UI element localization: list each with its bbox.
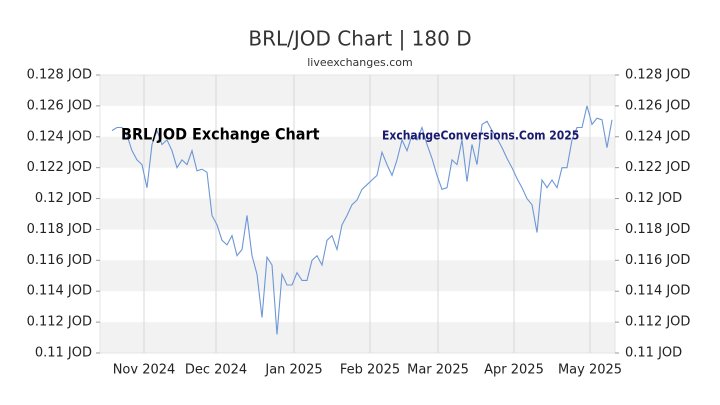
- plot-background: [99, 74, 616, 354]
- grid-band: [100, 198, 615, 230]
- grid-band: [100, 136, 615, 168]
- annotation: BRL/JOD Exchange Chart: [121, 125, 320, 144]
- y-tick-label: 0.124 JOD: [27, 129, 92, 144]
- y2-tick-label: 0.12 JOD: [625, 191, 682, 206]
- y-tick-label: 0.12 JOD: [35, 191, 92, 206]
- x-tick-label: Apr 2025: [484, 363, 544, 378]
- y-tick-label: 0.118 JOD: [27, 222, 92, 237]
- grid-band: [100, 75, 615, 106]
- price-line: [111, 105, 613, 335]
- y2-tick-label: 0.126 JOD: [625, 98, 690, 113]
- y2-tick-label: 0.11 JOD: [625, 346, 682, 361]
- y2-tick-label: 0.112 JOD: [625, 315, 690, 330]
- y2-tick-label: 0.114 JOD: [625, 284, 690, 299]
- chart-title: BRL/JOD Chart | 180 D: [248, 27, 471, 51]
- y-tick-label: 0.116 JOD: [27, 253, 92, 268]
- grid-band: [100, 260, 615, 292]
- y2-tick-label: 0.124 JOD: [625, 129, 690, 144]
- x-tick-label: Jan 2025: [264, 363, 322, 378]
- y-tick-label: 0.128 JOD: [27, 68, 92, 83]
- x-tick-label: May 2025: [558, 363, 622, 378]
- x-tick-label: Mar 2025: [407, 363, 469, 378]
- grid-band: [100, 322, 615, 353]
- y-tick-label: 0.114 JOD: [27, 284, 92, 299]
- chart-subtitle: liveexchanges.com: [307, 56, 412, 69]
- plot-frame: [99, 74, 616, 354]
- y2-tick-label: 0.118 JOD: [625, 222, 690, 237]
- y-tick-label: 0.112 JOD: [27, 315, 92, 330]
- y2-tick-label: 0.128 JOD: [625, 68, 690, 83]
- x-tick-label: Dec 2024: [185, 363, 247, 378]
- x-tick-label: Nov 2024: [113, 363, 176, 378]
- x-tick-label: Feb 2025: [340, 363, 400, 378]
- y-tick-label: 0.122 JOD: [27, 160, 92, 175]
- y2-tick-label: 0.116 JOD: [625, 253, 690, 268]
- y-tick-label: 0.126 JOD: [27, 98, 92, 113]
- y-tick-label: 0.11 JOD: [35, 346, 92, 361]
- annotation: ExchangeConversions.Com 2025: [382, 129, 579, 143]
- y2-tick-label: 0.122 JOD: [625, 160, 690, 175]
